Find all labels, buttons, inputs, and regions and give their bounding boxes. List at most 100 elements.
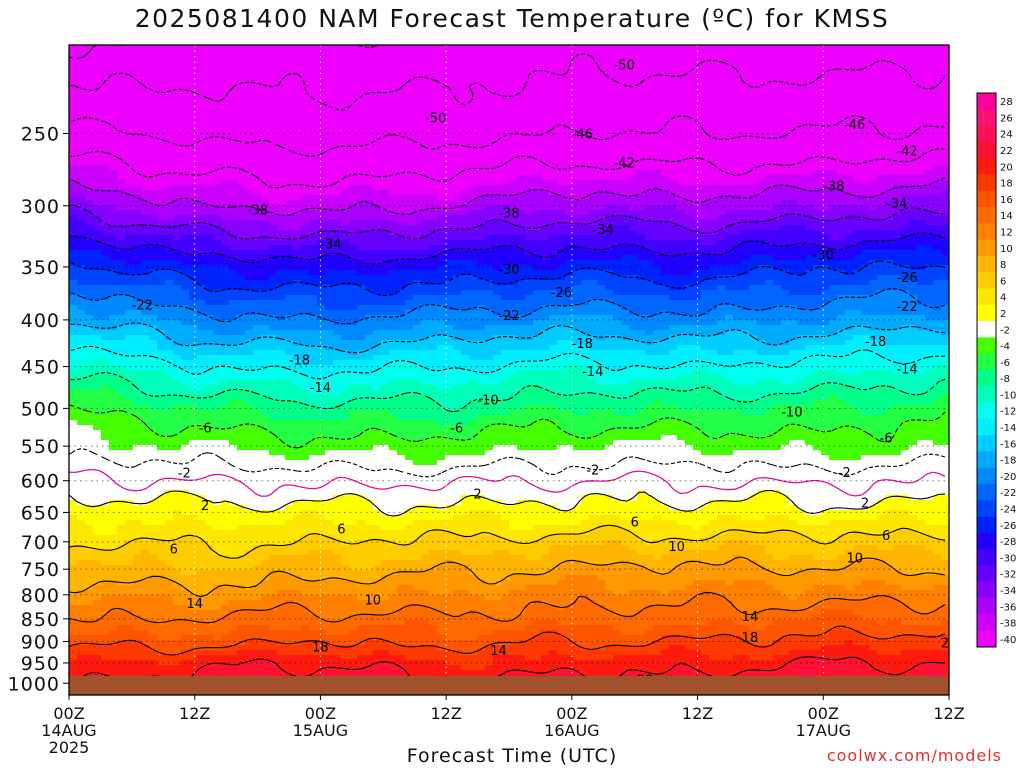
heat-cell bbox=[437, 245, 446, 251]
heat-cell bbox=[837, 85, 846, 91]
heat-cell bbox=[197, 260, 206, 266]
heat-cell bbox=[365, 75, 374, 81]
heat-cell bbox=[333, 65, 342, 71]
heat-cell bbox=[701, 140, 710, 146]
heat-cell bbox=[493, 95, 502, 101]
heat-cell bbox=[797, 185, 806, 191]
heat-cell bbox=[925, 55, 934, 61]
heat-cell bbox=[437, 90, 446, 96]
heat-cell bbox=[365, 230, 374, 236]
heat-cell bbox=[925, 230, 934, 236]
heat-cell bbox=[317, 165, 326, 171]
heat-cell bbox=[245, 185, 254, 191]
heat-cell bbox=[933, 215, 942, 221]
heat-cell bbox=[317, 235, 326, 241]
heat-cell bbox=[205, 130, 214, 136]
heat-cell bbox=[69, 170, 78, 176]
heat-cell bbox=[125, 255, 134, 261]
heat-cell bbox=[301, 125, 310, 131]
heat-cell bbox=[181, 230, 190, 236]
heat-cell bbox=[197, 270, 206, 276]
heat-cell bbox=[853, 230, 862, 236]
heat-cell bbox=[269, 180, 278, 186]
heat-cell bbox=[349, 130, 358, 136]
heat-cell bbox=[573, 260, 582, 266]
heat-cell bbox=[485, 175, 494, 181]
heat-cell bbox=[245, 190, 254, 196]
heat-cell bbox=[181, 250, 190, 256]
heat-cell bbox=[381, 55, 390, 61]
heat-cell bbox=[629, 165, 638, 171]
heat-cell bbox=[477, 50, 486, 56]
heat-cell bbox=[637, 250, 646, 256]
heat-cell bbox=[493, 50, 502, 56]
heat-cell bbox=[565, 70, 574, 76]
heat-cell bbox=[701, 210, 710, 216]
heat-cell bbox=[733, 175, 742, 181]
heat-cell bbox=[557, 55, 566, 61]
heat-cell bbox=[629, 260, 638, 266]
heat-cell bbox=[829, 225, 838, 231]
heat-cell bbox=[557, 145, 566, 151]
heat-cell bbox=[397, 125, 406, 131]
heat-cell bbox=[349, 220, 358, 226]
heat-cell bbox=[197, 180, 206, 186]
heat-cell bbox=[741, 100, 750, 106]
heat-cell bbox=[301, 55, 310, 61]
heat-cell bbox=[645, 55, 654, 61]
heat-cell bbox=[157, 165, 166, 171]
heat-cell bbox=[501, 55, 510, 61]
heat-cell bbox=[901, 260, 910, 266]
heat-cell bbox=[213, 145, 222, 151]
heat-cell bbox=[541, 215, 550, 221]
heat-cell bbox=[197, 105, 206, 111]
heat-cell bbox=[533, 180, 542, 186]
heat-cell bbox=[477, 90, 486, 96]
heat-cell bbox=[845, 195, 854, 201]
heat-cell bbox=[389, 140, 398, 146]
heat-cell bbox=[381, 255, 390, 261]
heat-cell bbox=[877, 170, 886, 176]
heat-cell bbox=[181, 205, 190, 211]
heat-cell bbox=[429, 145, 438, 151]
heat-cell bbox=[133, 250, 142, 256]
heat-cell bbox=[405, 75, 414, 81]
heat-cell bbox=[925, 190, 934, 196]
heat-cell bbox=[869, 85, 878, 91]
heat-cell bbox=[597, 225, 606, 231]
heat-cell bbox=[653, 60, 662, 66]
heat-cell bbox=[301, 255, 310, 261]
heat-cell bbox=[221, 50, 230, 56]
heat-cell bbox=[525, 195, 534, 201]
heat-cell bbox=[277, 250, 286, 256]
heat-cell bbox=[845, 45, 854, 51]
heat-cell bbox=[669, 135, 678, 141]
heat-cell bbox=[581, 175, 590, 181]
heat-cell bbox=[861, 45, 870, 51]
heat-cell bbox=[269, 105, 278, 111]
heat-cell bbox=[757, 60, 766, 66]
heat-cell bbox=[933, 145, 942, 151]
heat-cell bbox=[749, 260, 758, 266]
heat-cell bbox=[381, 145, 390, 151]
heat-cell bbox=[597, 60, 606, 66]
heat-cell bbox=[309, 160, 318, 166]
heat-cell bbox=[253, 240, 262, 246]
heat-cell bbox=[773, 55, 782, 61]
heat-cell bbox=[325, 160, 334, 166]
heat-cell bbox=[637, 105, 646, 111]
heat-cell bbox=[349, 245, 358, 251]
heat-cell bbox=[845, 250, 854, 256]
heat-cell bbox=[525, 230, 534, 236]
heat-cell bbox=[845, 70, 854, 76]
heat-cell bbox=[397, 100, 406, 106]
heat-cell bbox=[605, 215, 614, 221]
heat-cell bbox=[717, 195, 726, 201]
heat-cell bbox=[469, 95, 478, 101]
heat-cell bbox=[109, 240, 118, 246]
heat-cell bbox=[533, 55, 542, 61]
heat-cell bbox=[869, 195, 878, 201]
heat-cell bbox=[141, 230, 150, 236]
heat-cell bbox=[701, 255, 710, 261]
heat-cell bbox=[461, 120, 470, 126]
